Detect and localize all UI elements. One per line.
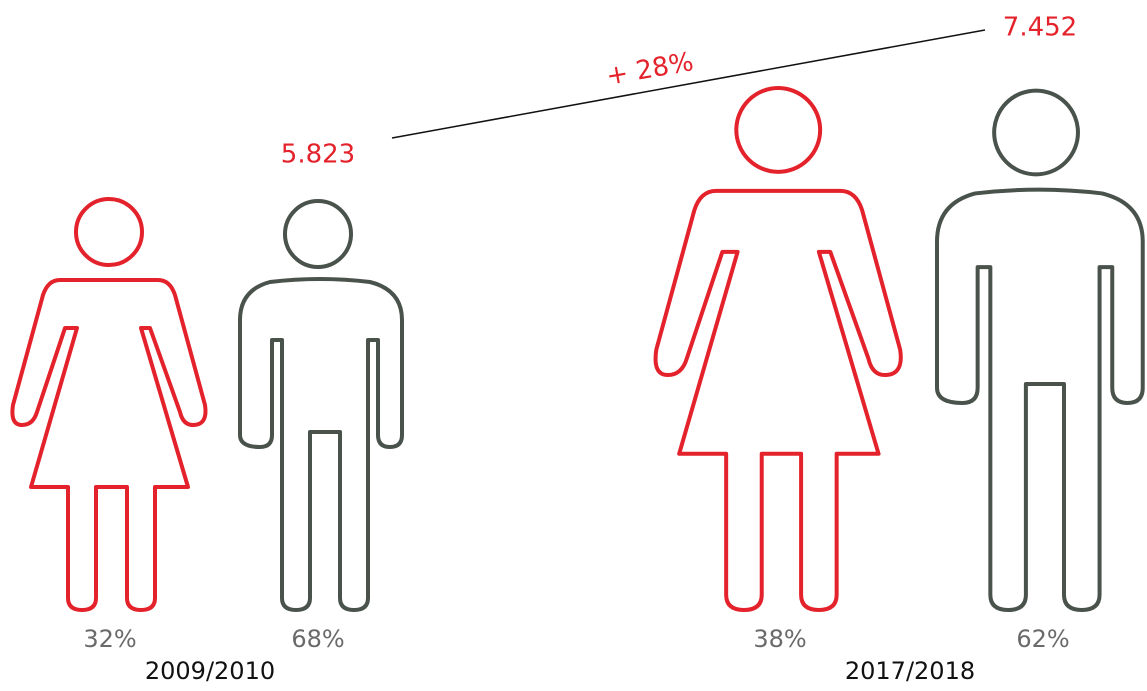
total-label: 7.452 (1003, 13, 1077, 43)
period-label: 2009/2010 (145, 657, 275, 685)
male-percent: 68% (291, 625, 344, 653)
woman-icon (10, 197, 208, 612)
female-percent: 32% (83, 625, 136, 653)
female-percent: 38% (753, 625, 806, 653)
woman-icon (656, 88, 901, 610)
male-percent: 62% (1016, 625, 1069, 653)
man-icon (937, 91, 1143, 610)
total-label: 5.823 (281, 140, 355, 170)
man-icon (238, 199, 404, 612)
growth-line (391, 29, 986, 139)
period-label: 2017/2018 (845, 657, 975, 685)
